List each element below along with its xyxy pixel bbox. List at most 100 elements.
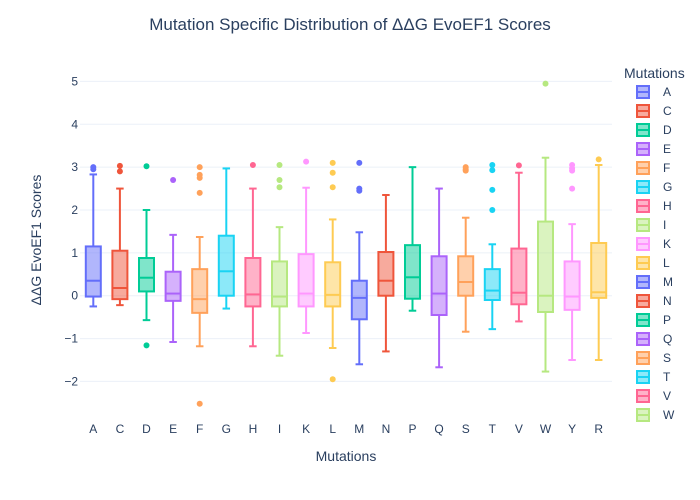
box-V[interactable]: [510, 162, 528, 323]
legend-item-Q[interactable]: Q: [636, 332, 672, 346]
iqr-box: [430, 255, 448, 316]
legend-item-M[interactable]: M: [636, 275, 673, 289]
y-tick-label: 5: [71, 74, 78, 88]
outlier-point: [329, 184, 336, 191]
legend-item-A[interactable]: A: [636, 85, 671, 99]
iqr-box: [563, 260, 581, 311]
legend-label: H: [663, 199, 672, 213]
legend-item-N[interactable]: N: [636, 294, 672, 308]
legend-label: C: [663, 104, 672, 118]
outlier-point: [329, 159, 336, 166]
legend-item-W[interactable]: W: [636, 408, 675, 422]
iqr-box: [138, 257, 155, 293]
iqr-box: [84, 245, 102, 298]
outlier-point: [170, 177, 177, 183]
x-tick-label: S: [462, 422, 470, 436]
box-A[interactable]: [84, 164, 102, 308]
legend-item-D[interactable]: D: [636, 123, 672, 137]
x-tick-label: I: [278, 422, 281, 436]
outlier-point: [462, 167, 469, 174]
box-N[interactable]: [377, 194, 395, 353]
box-C[interactable]: [111, 162, 129, 307]
iqr-box: [457, 255, 475, 297]
y-tick-label: −1: [64, 332, 78, 346]
outlier-point: [249, 162, 256, 168]
box-S[interactable]: [457, 164, 475, 333]
outlier-point: [489, 162, 496, 168]
y-axis-ticks: 5 4 3 2 1 0 −1 −2: [64, 74, 78, 388]
legend-item-I[interactable]: I: [636, 218, 666, 232]
outlier-point: [303, 158, 310, 165]
iqr-box: [164, 270, 182, 302]
outlier-point: [356, 187, 363, 194]
box-L[interactable]: [324, 159, 342, 383]
outlier-point: [329, 376, 336, 383]
x-tick-label: Q: [434, 422, 443, 436]
legend-item-L[interactable]: L: [636, 256, 670, 270]
box-D[interactable]: [138, 163, 155, 349]
box-Y[interactable]: [563, 162, 581, 361]
outlier-point: [90, 164, 97, 171]
outlier-point: [276, 162, 283, 168]
iqr-box: [537, 220, 554, 313]
box-G[interactable]: [217, 167, 235, 310]
box-H[interactable]: [244, 162, 262, 348]
iqr-box: [271, 260, 288, 308]
outlier-point: [329, 169, 336, 176]
box-R[interactable]: [590, 156, 608, 361]
legend-item-P[interactable]: P: [636, 313, 671, 327]
legend-label: F: [663, 161, 670, 175]
legend-item-H[interactable]: H: [636, 199, 672, 213]
legend-label: V: [663, 389, 671, 403]
y-tick-label: 0: [71, 289, 78, 303]
outlier-point: [196, 189, 203, 196]
x-tick-label: T: [489, 422, 497, 436]
y-tick-label: 3: [71, 160, 78, 174]
box-series: [84, 80, 608, 407]
legend-item-T[interactable]: T: [636, 370, 671, 384]
legend-label: E: [663, 142, 671, 156]
legend-item-S[interactable]: S: [636, 351, 671, 365]
legend-item-C[interactable]: C: [636, 104, 672, 118]
box-P[interactable]: [404, 166, 421, 312]
box-W[interactable]: [537, 80, 554, 373]
box-T[interactable]: [483, 162, 501, 331]
box-F[interactable]: [191, 164, 209, 407]
legend-item-K[interactable]: K: [636, 237, 671, 251]
legend-label: T: [663, 370, 671, 384]
y-tick-label: 1: [71, 246, 78, 260]
iqr-box: [377, 251, 395, 297]
legend-item-V[interactable]: V: [636, 389, 671, 403]
x-tick-label: H: [249, 422, 258, 436]
iqr-box: [324, 261, 342, 308]
x-tick-label: R: [594, 422, 603, 436]
outlier-point: [489, 207, 496, 213]
outlier-point: [276, 184, 283, 191]
box-M[interactable]: [350, 159, 368, 366]
legend-label: A: [663, 85, 671, 99]
legend-item-E[interactable]: E: [636, 142, 671, 156]
x-tick-label: V: [515, 422, 523, 436]
legend-label: Q: [663, 332, 672, 346]
x-axis-title: Mutations: [316, 448, 377, 464]
x-tick-label: A: [89, 422, 97, 436]
outlier-point: [489, 186, 496, 193]
box-K[interactable]: [297, 158, 315, 334]
legend-label: N: [663, 294, 672, 308]
x-tick-label: Y: [568, 422, 576, 436]
outlier-point: [569, 167, 576, 174]
legend-item-G[interactable]: G: [636, 180, 672, 194]
outlier-point: [489, 167, 496, 174]
box-I[interactable]: [271, 162, 288, 357]
y-tick-label: 4: [71, 117, 78, 131]
outlier-point: [356, 159, 363, 166]
box-E[interactable]: [164, 177, 182, 343]
legend-item-F[interactable]: F: [636, 161, 670, 175]
iqr-box: [111, 249, 129, 301]
box-Q[interactable]: [430, 187, 448, 369]
iqr-box: [297, 253, 315, 308]
legend-label: G: [663, 180, 672, 194]
